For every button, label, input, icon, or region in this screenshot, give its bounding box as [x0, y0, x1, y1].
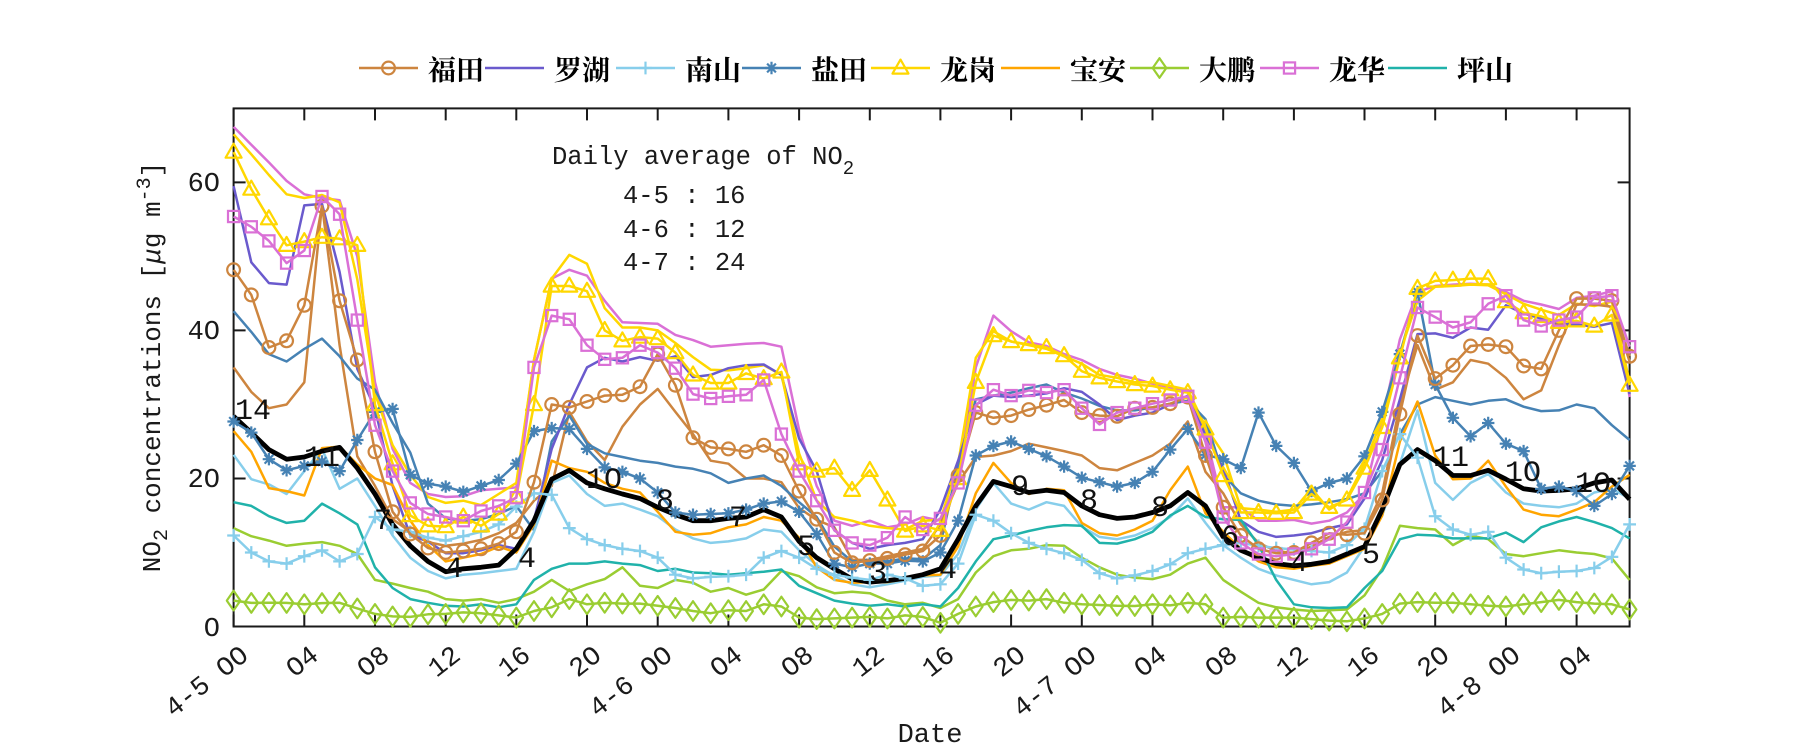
svg-text:7: 7: [729, 502, 747, 536]
svg-text:6: 6: [1221, 521, 1239, 555]
svg-text:1O: 1O: [586, 464, 622, 498]
svg-text:NO2 concentrations [μg m-3]: NO2 concentrations [μg m-3]: [134, 162, 174, 573]
svg-text:6O: 6O: [188, 170, 220, 200]
svg-text:4-5 : 16: 4-5 : 16: [623, 182, 745, 211]
svg-text:4-7 : 24: 4-7 : 24: [623, 249, 745, 278]
svg-text:8: 8: [1151, 492, 1169, 526]
svg-text:14: 14: [235, 395, 271, 429]
svg-text:4: 4: [939, 554, 957, 588]
svg-text:Date: Date: [898, 721, 963, 750]
svg-text:4: 4: [1290, 547, 1308, 581]
svg-text:3: 3: [869, 557, 887, 591]
svg-text:8: 8: [656, 485, 674, 519]
svg-text:1O: 1O: [1575, 468, 1611, 502]
svg-text:11: 11: [304, 442, 340, 476]
svg-text:2O: 2O: [188, 466, 220, 496]
svg-text:4: 4: [445, 553, 463, 587]
svg-text:4: 4: [518, 543, 536, 577]
svg-text:4O: 4O: [188, 318, 220, 348]
svg-text:5: 5: [1362, 539, 1380, 573]
svg-text:8: 8: [1080, 485, 1098, 519]
svg-text:7: 7: [374, 505, 392, 539]
svg-text:9: 9: [1011, 471, 1029, 505]
svg-text:5: 5: [797, 531, 815, 565]
svg-text:O: O: [204, 615, 220, 645]
svg-text:4-6 : 12: 4-6 : 12: [623, 216, 745, 245]
svg-text:11: 11: [1433, 442, 1469, 476]
svg-text:1O: 1O: [1505, 457, 1541, 491]
